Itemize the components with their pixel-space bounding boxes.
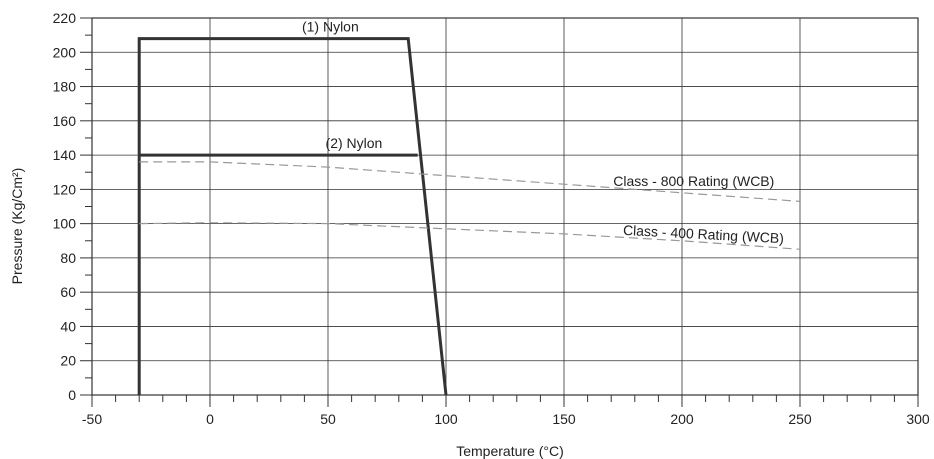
grid xyxy=(80,17,919,407)
series-line-4 xyxy=(139,222,801,250)
y-tick-label: 0 xyxy=(68,387,76,403)
series-lines xyxy=(137,37,801,396)
series-line-3 xyxy=(139,161,801,202)
y-tick-label: 200 xyxy=(53,44,77,60)
x-axis-label: Temperature (°C) xyxy=(456,443,564,459)
minor-ticks xyxy=(85,34,895,402)
x-tick-label: 50 xyxy=(320,411,336,427)
x-tick-label: 300 xyxy=(906,411,930,427)
y-tick-label: 100 xyxy=(53,216,77,232)
x-tick-labels: -50 0 50 100 150 200 250 300 xyxy=(82,411,930,427)
y-tick-label: 20 xyxy=(60,353,76,369)
y-tick-label: 40 xyxy=(60,318,76,334)
x-tick-label: 250 xyxy=(788,411,812,427)
x-tick-label: -50 xyxy=(82,411,102,427)
y-tick-label: 160 xyxy=(53,113,77,129)
y-tick-label: 80 xyxy=(60,250,76,266)
series-label-3: Class - 800 Rating (WCB) xyxy=(613,173,774,189)
series-line-1 xyxy=(137,37,448,396)
x-tick-label: 100 xyxy=(434,411,458,427)
y-tick-labels: 0 20 40 60 80 100 120 140 160 180 200 220 xyxy=(53,10,77,403)
plot-frame xyxy=(91,17,919,396)
annotations: (1) Nylon (2) Nylon Class - 800 Rating (WC… xyxy=(302,19,784,247)
y-tick-label: 180 xyxy=(53,79,77,95)
y-axis-label: Pressure (Kg/Cm²) xyxy=(9,168,25,285)
x-tick-label: 200 xyxy=(670,411,694,427)
series-label-2: (2) Nylon xyxy=(326,135,383,151)
x-tick-label: 150 xyxy=(552,411,576,427)
y-tick-label: 220 xyxy=(53,10,77,26)
y-tick-label: 120 xyxy=(53,181,77,197)
y-tick-label: 140 xyxy=(53,147,77,163)
x-tick-label: 0 xyxy=(206,411,214,427)
series-label-1: (1) Nylon xyxy=(302,19,359,35)
y-tick-label: 60 xyxy=(60,284,76,300)
